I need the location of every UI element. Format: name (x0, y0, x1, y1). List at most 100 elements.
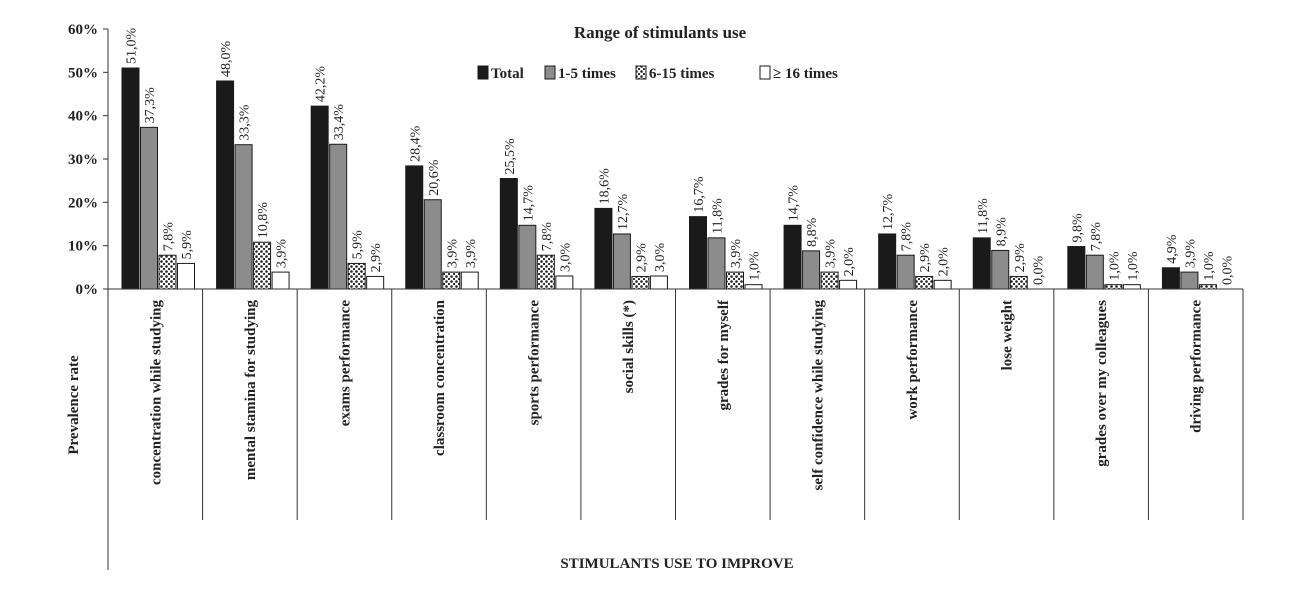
data-label: 42,2% (314, 66, 329, 103)
bar (783, 224, 802, 290)
data-label: 3,9% (275, 239, 290, 269)
chart-title: Range of stimulants use (574, 23, 747, 42)
y-tick-label: 60% (68, 22, 98, 38)
bar (347, 262, 366, 290)
y-tick-label: 40% (68, 109, 98, 125)
bar (234, 144, 253, 290)
bar (1085, 254, 1104, 290)
data-label: 1,0% (1202, 251, 1217, 281)
y-axis: 0% 10% 20% 30% 40% 50% 60% (68, 22, 109, 570)
data-label: 7,8% (162, 222, 177, 252)
data-label: 20,6% (427, 159, 442, 196)
bar (423, 199, 442, 290)
category-label: social skills (*) (621, 300, 637, 393)
data-label: 9,8% (1070, 213, 1085, 243)
data-label: 11,8% (976, 198, 991, 234)
bar (707, 237, 726, 290)
legend-label: Total (491, 66, 524, 82)
x-axis-title: STIMULANTS USE TO IMPROVE (560, 556, 793, 572)
data-label: 4,9% (1165, 234, 1180, 264)
category-label: self confidence while studying (810, 300, 826, 491)
category-label: sports performance (527, 300, 543, 426)
legend-swatch (477, 65, 489, 80)
data-label: 14,7% (787, 185, 802, 222)
data-label: 2,9% (1013, 243, 1028, 273)
legend-label: 1-5 times (558, 66, 616, 82)
data-label: 0,0% (1220, 256, 1235, 286)
legend-label: ≥ 16 times (773, 66, 838, 82)
data-label: 2,9% (918, 243, 933, 273)
data-label: 10,8% (256, 202, 271, 239)
data-label: 12,7% (881, 193, 896, 230)
bar (1104, 284, 1123, 290)
bar (896, 254, 915, 290)
data-label: 1,0% (1126, 251, 1141, 281)
bar (878, 233, 897, 290)
category-label: concentration while studying (148, 300, 164, 486)
data-label: 11,8% (711, 198, 726, 234)
data-label: 3,9% (824, 239, 839, 269)
category-label: mental stamina for studying (243, 300, 259, 481)
data-label: 14,7% (521, 185, 536, 222)
bar (1122, 284, 1141, 290)
y-tick-label: 0% (76, 282, 99, 298)
category-label: lose weight (1000, 300, 1016, 370)
bar (329, 143, 348, 290)
bar (744, 284, 763, 290)
bar (158, 254, 177, 290)
y-axis-title: Prevalence rate (66, 355, 82, 455)
bar (631, 275, 650, 290)
bar (216, 80, 235, 290)
legend-swatch (544, 65, 556, 80)
data-label: 5,9% (180, 230, 195, 260)
bar (499, 178, 518, 290)
data-label: 7,8% (540, 222, 555, 252)
data-label: 18,6% (597, 168, 612, 205)
category-label: exams performance (337, 300, 353, 427)
y-tick-label: 50% (68, 65, 98, 81)
data-label: 33,3% (238, 104, 253, 141)
bar (555, 275, 574, 290)
data-label: 3,9% (464, 239, 479, 269)
bar (271, 271, 290, 290)
data-label: 2,9% (634, 243, 649, 273)
legend: Total 1-5 times 6-15 times ≥ 16 times (477, 65, 838, 82)
legend-swatch (759, 65, 771, 80)
data-label: 51,0% (125, 28, 140, 65)
bar (460, 271, 479, 290)
bar (1180, 271, 1199, 290)
data-label: 7,8% (900, 222, 915, 252)
bar (536, 254, 555, 290)
category-label: grades for myself (716, 299, 732, 411)
data-label: 2,0% (937, 247, 952, 277)
bar (310, 105, 329, 290)
bar (405, 165, 424, 290)
bar (177, 262, 195, 290)
data-label: 5,9% (351, 230, 366, 260)
category-label: work performance (905, 300, 921, 420)
y-tick-label: 10% (68, 239, 98, 255)
data-label: 3,9% (445, 239, 460, 269)
bar (1161, 267, 1180, 290)
x-axis: concentration while studying mental stami… (107, 288, 1244, 520)
data-label: 7,8% (1089, 222, 1104, 252)
bar (649, 275, 668, 290)
data-label: 2,9% (369, 243, 384, 273)
data-label: 3,0% (558, 243, 573, 273)
category-label: grades over my colleagues (1094, 300, 1110, 467)
bar (594, 207, 613, 290)
bar (689, 216, 707, 290)
data-label: 37,3% (143, 87, 158, 124)
bar (253, 241, 272, 290)
bar (121, 67, 140, 290)
bar (820, 271, 839, 290)
bar (802, 250, 821, 290)
bar (366, 275, 385, 290)
data-label: 3,9% (729, 239, 744, 269)
category-label: driving performance (1189, 300, 1205, 433)
bar (972, 237, 991, 290)
legend-swatch (635, 65, 647, 80)
bar (726, 271, 744, 290)
bar (991, 249, 1010, 290)
